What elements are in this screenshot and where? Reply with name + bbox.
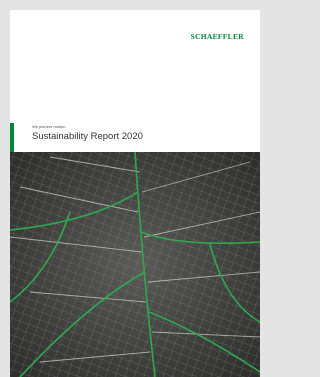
- report-title: Sustainability Report 2020: [32, 131, 143, 142]
- brand-logo: SCHAEFFLER: [191, 32, 244, 41]
- leaf-image: [10, 152, 260, 377]
- tagline: We pioneer motion: [32, 124, 66, 129]
- report-cover: SCHAEFFLER We pioneer motion Sustainabil…: [10, 10, 260, 377]
- root: SCHAEFFLER We pioneer motion Sustainabil…: [0, 0, 270, 377]
